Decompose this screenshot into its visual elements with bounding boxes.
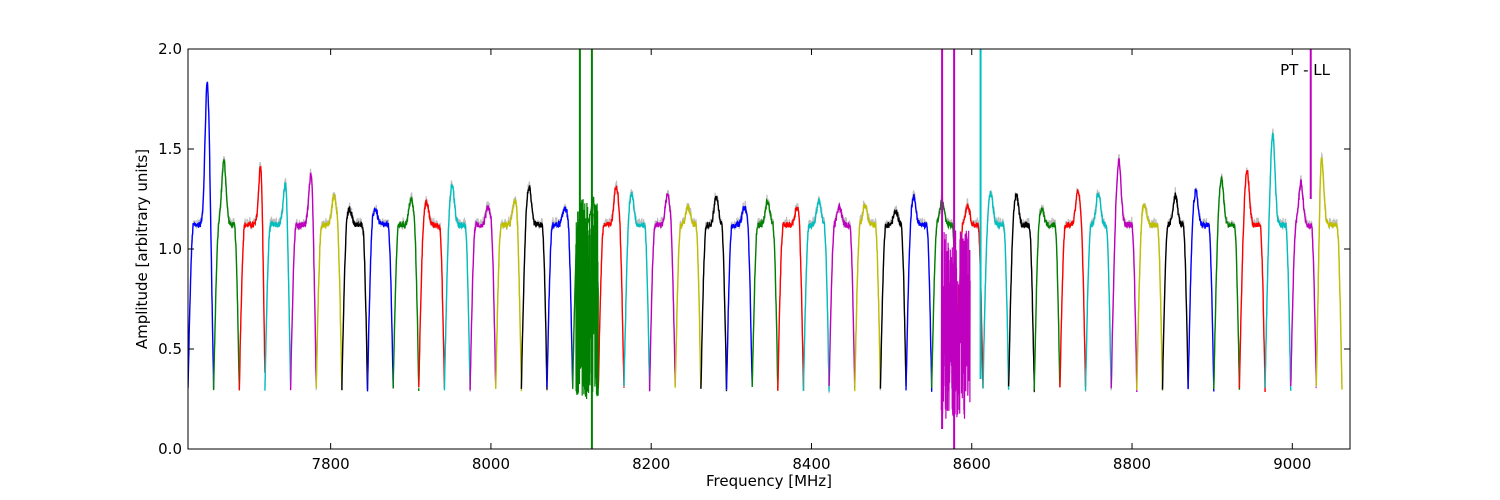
background-trace-36 bbox=[1110, 153, 1138, 391]
rfi-burst-1 bbox=[940, 230, 971, 419]
channel-trace-18 bbox=[648, 193, 676, 392]
channel-trace-22 bbox=[751, 198, 779, 391]
background-trace-10 bbox=[443, 180, 471, 390]
channel-trace-35 bbox=[1084, 191, 1112, 391]
channel-trace-7 bbox=[366, 207, 394, 392]
channel-trace-43 bbox=[1290, 178, 1317, 389]
x-tick-label-4: 8600 bbox=[953, 455, 991, 473]
channel-trace-10 bbox=[443, 183, 471, 391]
channel-trace-28 bbox=[905, 193, 933, 392]
channel-trace-39 bbox=[1187, 188, 1215, 392]
channel-trace-24 bbox=[802, 198, 830, 392]
background-trace-20 bbox=[700, 192, 728, 388]
background-trace-39 bbox=[1187, 187, 1215, 387]
channel-trace-41 bbox=[1238, 169, 1266, 393]
channel-trace-5 bbox=[315, 194, 343, 390]
channel-trace-2 bbox=[238, 166, 266, 391]
channel-trace-3 bbox=[264, 182, 292, 391]
background-trace-40 bbox=[1213, 173, 1240, 389]
channel-trace-20 bbox=[700, 195, 728, 392]
x-tick-label-2: 8200 bbox=[632, 455, 670, 473]
background-trace-2 bbox=[238, 161, 266, 391]
channel-trace-13 bbox=[520, 185, 548, 390]
x-axis-title: Frequency [MHz] bbox=[706, 472, 832, 490]
y-tick-label-4: 2.0 bbox=[158, 40, 182, 58]
channel-trace-29 bbox=[931, 199, 958, 390]
y-axis-title: Amplitude [arbitrary units] bbox=[133, 149, 151, 349]
channel-trace-8 bbox=[392, 196, 420, 392]
y-tick-label-2: 1.0 bbox=[158, 240, 182, 258]
channel-trace-4 bbox=[289, 172, 317, 391]
channel-trace-21 bbox=[725, 205, 753, 390]
channel-trace-38 bbox=[1161, 192, 1189, 390]
channel-trace-31 bbox=[982, 190, 1010, 390]
background-trace-16 bbox=[597, 180, 625, 386]
channel-trace-36 bbox=[1110, 158, 1138, 393]
channel-trace-25 bbox=[828, 202, 856, 389]
background-trace-13 bbox=[520, 180, 548, 392]
background-trace-38 bbox=[1161, 187, 1189, 392]
x-tick-label-1: 8000 bbox=[472, 455, 510, 473]
channel-trace-40 bbox=[1213, 175, 1241, 390]
x-tick-label-0: 7800 bbox=[312, 455, 350, 473]
channel-trace-33 bbox=[1033, 207, 1061, 391]
plot-frame bbox=[187, 48, 1351, 450]
panel-annotation: PT - LL bbox=[1280, 61, 1331, 79]
background-trace-41 bbox=[1238, 167, 1266, 393]
background-trace-42 bbox=[1264, 128, 1292, 391]
channel-trace-26 bbox=[854, 203, 882, 392]
channel-trace-42 bbox=[1264, 132, 1292, 391]
background-trace-22 bbox=[751, 194, 779, 388]
channel-trace-6 bbox=[341, 206, 369, 391]
x-tick-label-3: 8400 bbox=[792, 455, 830, 473]
channel-trace-9 bbox=[418, 198, 446, 389]
background-trace-24 bbox=[802, 195, 830, 394]
y-axis: 0.0 0.5 1.0 1.5 2.0 bbox=[158, 40, 1350, 458]
channel-trace-17 bbox=[623, 191, 651, 391]
channel-trace-23 bbox=[777, 206, 805, 391]
channel-trace-0 bbox=[188, 81, 215, 389]
y-tick-label-0: 0.0 bbox=[158, 440, 182, 458]
channel-trace-16 bbox=[597, 185, 625, 389]
background-trace-35 bbox=[1084, 189, 1112, 393]
channel-trace-34 bbox=[1059, 189, 1087, 388]
channel-trace-27 bbox=[879, 208, 907, 389]
x-tick-label-6: 9000 bbox=[1273, 455, 1311, 473]
channel-trace-1 bbox=[212, 159, 240, 391]
channel-trace-37 bbox=[1136, 203, 1164, 391]
channel-trace-19 bbox=[674, 204, 702, 389]
channel-trace-44 bbox=[1315, 157, 1343, 390]
x-tick-label-5: 8800 bbox=[1113, 455, 1151, 473]
channel-trace-32 bbox=[1007, 193, 1035, 392]
y-tick-label-3: 1.5 bbox=[158, 140, 182, 158]
y-tick-label-1: 0.5 bbox=[158, 340, 182, 358]
x-axis: 7800 8000 8200 8400 8600 8800 9000 bbox=[312, 49, 1311, 473]
channel-trace-11 bbox=[469, 205, 497, 391]
background-trace-31 bbox=[982, 189, 1010, 388]
channel-trace-12 bbox=[495, 198, 523, 392]
background-trace-17 bbox=[623, 189, 651, 387]
plot-area bbox=[188, 49, 1343, 449]
channel-trace-14 bbox=[546, 206, 574, 388]
